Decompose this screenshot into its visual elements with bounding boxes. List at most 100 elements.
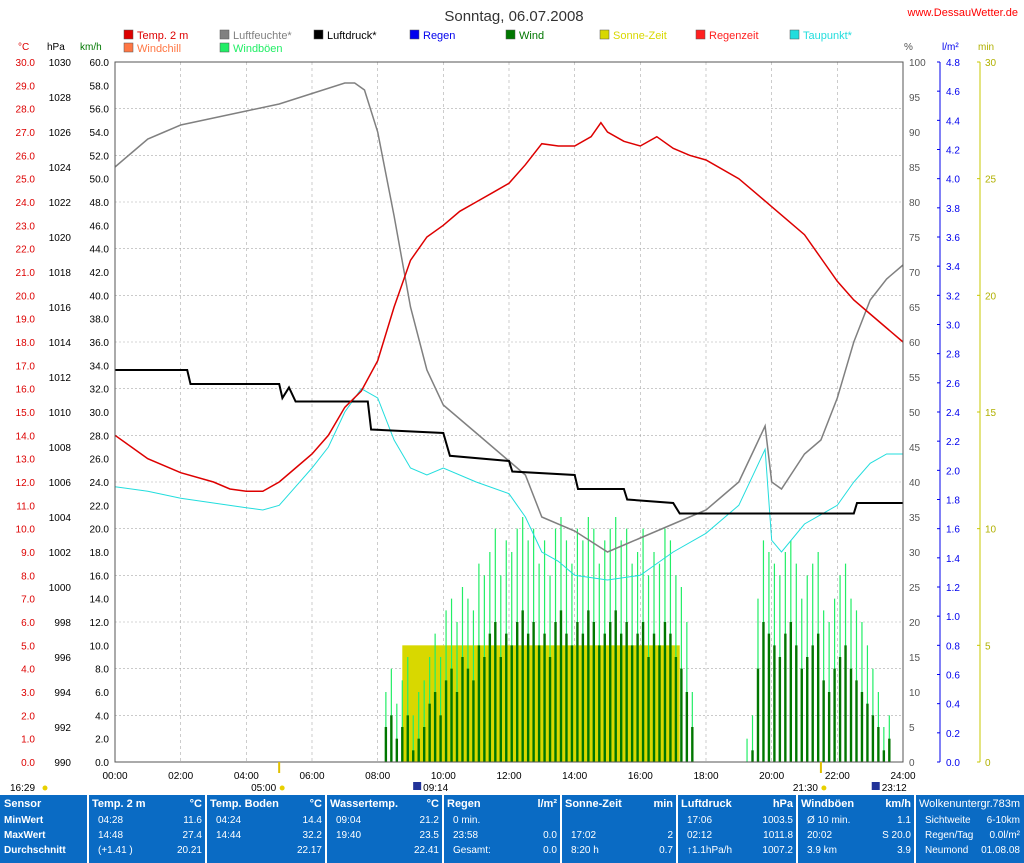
tick-humidity: 10: [909, 688, 921, 699]
stats-separator: [560, 795, 562, 863]
stats-separator: [325, 795, 327, 863]
tick-x: 16:00: [628, 771, 653, 782]
tick-temp: 3.0: [21, 688, 35, 699]
stats-cell-left: (+1.41 ): [98, 845, 133, 856]
tick-pressure: 990: [54, 758, 71, 769]
moonrise-time: 16:29: [10, 783, 35, 794]
stats-cell-left: 04:28: [98, 815, 124, 826]
tick-rain: 4.8: [946, 58, 960, 69]
tick-wind: 36.0: [90, 338, 110, 349]
stats-cell-left: 20:02: [807, 830, 833, 841]
weather-chart: Sonntag, 06.07.2008 www.DessauWetter.de …: [10, 7, 1018, 794]
tick-temp: 12.0: [16, 478, 36, 489]
tick-pressure: 1004: [49, 513, 72, 524]
stats-cell-right: 1.1: [897, 815, 911, 826]
unit-sun: min: [978, 42, 994, 53]
stats-separator: [87, 795, 89, 863]
stats-cell-right: 1003.5: [762, 815, 793, 826]
tick-rain: 0.6: [946, 671, 960, 682]
tick-humidity: 55: [909, 373, 921, 384]
tick-rain: 0.8: [946, 641, 960, 652]
tick-wind: 42.0: [90, 268, 110, 279]
tick-x: 08:00: [365, 771, 390, 782]
axes: 0.0 1.0 2.0 3.0 4.0 5.0 6.0 7.0 8.0 9.0 10.0 11.0 12…: [16, 58, 997, 782]
stats-cell-right: 6-10km: [986, 815, 1020, 826]
tick-temp: 30.0: [16, 58, 36, 69]
legend-swatch-humidity: [219, 29, 230, 40]
tick-rain: 0.2: [946, 729, 960, 740]
stats-header-unit: hPa: [772, 798, 793, 810]
stats-cell-left: Gesamt:: [453, 845, 491, 856]
stats-cell-right: S 20.0: [882, 830, 911, 841]
tick-sun: 10: [985, 525, 997, 536]
sun-bar: [402, 645, 680, 762]
site-link[interactable]: www.DessauWetter.de: [907, 7, 1018, 19]
stats-cell-left: 14:44: [216, 830, 242, 841]
stats-cell-right: 0.0: [543, 830, 557, 841]
tick-rain: 1.0: [946, 612, 960, 623]
tick-x: 22:00: [825, 771, 850, 782]
stats-cell-right: 0.0: [543, 845, 557, 856]
stats-cell-right: 0.0l/m²: [989, 830, 1020, 841]
tick-wind: 38.0: [90, 315, 110, 326]
tick-temp: 28.0: [16, 105, 36, 116]
legend-label-temp: Temp. 2 m: [137, 30, 188, 42]
tick-pressure: 992: [54, 723, 71, 734]
tick-wind: 44.0: [90, 245, 110, 256]
stats-cell-right: 20.21: [176, 845, 202, 856]
tick-temp: 11.0: [16, 501, 35, 512]
stats-cell-left: 3.9 km: [807, 845, 838, 856]
stats-row: 04:24 14.4: [210, 815, 322, 828]
tick-pressure: 1020: [49, 233, 72, 244]
tick-humidity: 80: [909, 198, 921, 209]
tick-rain: 4.0: [946, 175, 960, 186]
tick-wind: 6.0: [95, 688, 109, 699]
stats-cell-left: 14:48: [98, 830, 124, 841]
stats-cell-right: 01.08.08: [981, 845, 1020, 856]
legend-swatch-pressure: [313, 29, 324, 40]
legend-label-wind: Wind: [519, 30, 544, 42]
stats-header: Sensor: [4, 798, 84, 812]
legend-swatch-sun: [599, 29, 610, 40]
tick-rain: 3.2: [946, 291, 960, 302]
moonset-time: 23:12: [882, 783, 907, 794]
statistics-table: Sensor MinWert MaxWert Durchschnitt Temp. 2 …: [0, 795, 1024, 863]
tick-humidity: 40: [909, 478, 921, 489]
stats-separator: [796, 795, 798, 863]
moon-phase-icon: [413, 782, 422, 790]
tick-x: 24:00: [890, 771, 915, 782]
tick-humidity: 0: [909, 758, 915, 769]
tick-wind: 24.0: [90, 478, 110, 489]
stats-cell-left: 02:12: [687, 830, 713, 841]
legend-label-sun: Sonne-Zeit: [613, 30, 667, 42]
stats-column: Regen l/m² 0 min. 23:58 0.0 Gesamt: 0.0: [443, 795, 561, 863]
tick-rain: 4.6: [946, 87, 960, 98]
stats-row: 14:48 27.4: [92, 830, 202, 843]
tick-rain: 3.4: [946, 262, 960, 273]
stats-cell-left: 09:04: [336, 815, 362, 826]
stats-cell-right: 3.9: [897, 845, 911, 856]
tick-humidity: 25: [909, 583, 921, 594]
tick-sun: 15: [985, 408, 997, 419]
tick-temp: 17.0: [16, 361, 36, 372]
temp-line: [114, 121, 904, 493]
legend-swatch-raintime: [695, 29, 706, 40]
stats-row: 14:44 32.2: [210, 830, 322, 843]
tick-x: 20:00: [759, 771, 784, 782]
tick-temp: 4.0: [21, 665, 35, 676]
stats-row: 0 min.: [447, 815, 557, 828]
tick-wind: 46.0: [90, 221, 110, 232]
stats-cell-right: 1011.8: [763, 830, 793, 841]
tick-temp: 2.0: [21, 711, 35, 722]
stats-cell-right: 22.17: [296, 845, 322, 856]
tick-temp: 8.0: [21, 571, 35, 582]
tick-wind: 16.0: [90, 571, 110, 582]
sunrise-time: 05:00: [251, 783, 276, 794]
tick-pressure: 1024: [49, 163, 72, 174]
pressure-line: [115, 369, 903, 515]
tick-x: 14:00: [562, 771, 587, 782]
stats-column: Wolkenuntergr. 783m Sichtweite 6-10km Regen/…: [915, 795, 1024, 863]
unit-humidity: %: [904, 42, 913, 53]
stats-cell-left: Durchschnitt: [4, 845, 66, 856]
stats-separator: [205, 795, 207, 863]
